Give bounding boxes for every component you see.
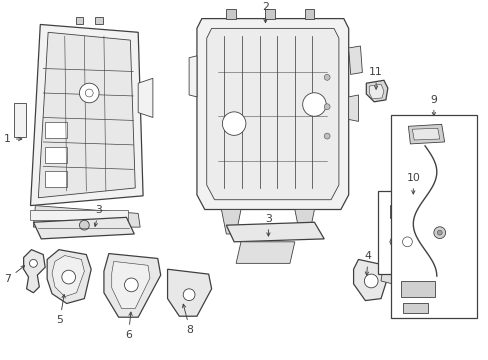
Polygon shape [221,210,241,234]
Polygon shape [407,124,444,144]
Text: 7: 7 [4,266,24,284]
Polygon shape [389,204,405,218]
Polygon shape [30,24,143,206]
Circle shape [85,89,93,97]
Polygon shape [294,210,314,234]
Circle shape [183,289,195,301]
Text: 8: 8 [182,304,193,335]
Polygon shape [366,80,387,102]
Circle shape [79,220,89,230]
Polygon shape [411,128,439,140]
Circle shape [324,104,329,110]
Polygon shape [14,103,25,137]
Polygon shape [353,260,387,301]
Circle shape [324,75,329,80]
Polygon shape [400,281,434,297]
Polygon shape [75,17,83,24]
Polygon shape [33,217,134,239]
Polygon shape [368,84,383,99]
Circle shape [222,112,245,135]
Polygon shape [197,19,348,210]
Polygon shape [226,9,236,19]
Text: 3: 3 [94,206,102,226]
Text: 2: 2 [262,2,268,23]
Polygon shape [33,206,140,227]
Polygon shape [167,269,211,316]
Polygon shape [138,78,153,117]
Circle shape [324,133,329,139]
Circle shape [302,93,325,116]
Polygon shape [206,28,338,200]
Circle shape [436,230,441,235]
Polygon shape [38,32,135,198]
Polygon shape [265,9,275,19]
Bar [45,171,66,187]
Circle shape [364,274,377,288]
Circle shape [124,278,138,292]
Polygon shape [95,17,103,24]
Polygon shape [348,95,358,121]
Polygon shape [47,249,91,303]
Polygon shape [304,9,314,19]
Text: 4: 4 [364,251,371,275]
Polygon shape [52,256,84,297]
Polygon shape [30,211,128,220]
Circle shape [61,270,75,284]
Text: 6: 6 [125,312,132,340]
Polygon shape [189,56,197,97]
Polygon shape [402,302,427,313]
Circle shape [79,83,99,103]
Bar [45,122,66,138]
Bar [377,191,447,274]
Text: 10: 10 [406,173,419,194]
Polygon shape [226,222,324,242]
Text: 11: 11 [368,67,382,89]
Polygon shape [348,46,362,75]
Text: 5: 5 [56,294,65,325]
Text: 1: 1 [4,134,22,144]
Polygon shape [389,228,424,257]
Polygon shape [23,249,45,293]
Text: 3: 3 [264,214,271,236]
Polygon shape [112,261,150,309]
Polygon shape [104,253,161,317]
Circle shape [402,237,411,247]
Polygon shape [380,267,394,284]
Circle shape [433,227,445,239]
Bar [390,114,476,318]
Text: 9: 9 [429,95,436,116]
Bar [45,147,66,162]
Circle shape [29,260,37,267]
Polygon shape [236,242,294,264]
